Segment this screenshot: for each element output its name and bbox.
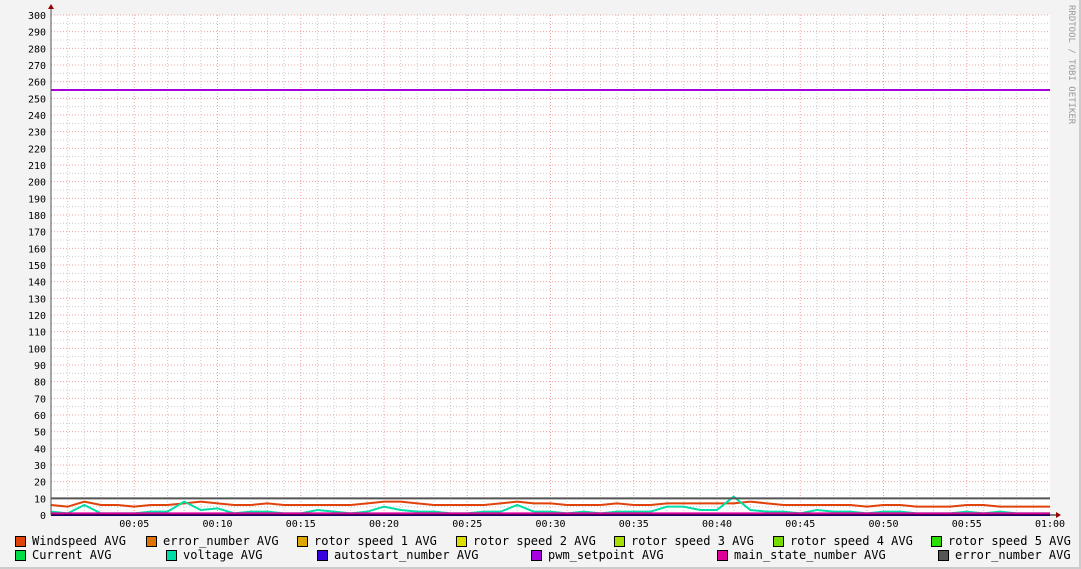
x-tick-label: 00:55 (952, 519, 982, 530)
legend-label: main_state_number AVG (734, 548, 886, 562)
y-tick-label: 110 (28, 328, 46, 339)
legend-swatch (146, 535, 157, 547)
legend-swatch (15, 535, 26, 547)
x-tick-label: 00:45 (785, 519, 815, 530)
legend-item: rotor speed 4 AVG (773, 534, 913, 548)
y-tick-label: 190 (28, 194, 46, 205)
legend-label: Windspeed AVG (32, 534, 126, 548)
legend-swatch (297, 535, 308, 547)
legend-item: rotor speed 2 AVG (456, 534, 596, 548)
legend-item: rotor speed 5 AVG (931, 534, 1071, 548)
y-tick-label: 170 (28, 228, 46, 239)
legend-label: Current AVG (32, 548, 112, 562)
y-tick-label: 300 (28, 11, 46, 22)
legend-item: voltage AVG (166, 548, 262, 562)
legend-swatch (15, 549, 26, 561)
x-tick-label: 01:00 (1035, 519, 1065, 530)
legend-swatch (166, 549, 177, 561)
legend-swatch (938, 549, 949, 561)
y-tick-label: 260 (28, 78, 46, 89)
y-tick-label: 70 (34, 394, 46, 405)
legend-item: rotor speed 1 AVG (297, 534, 437, 548)
legend-label: error_number AVG (163, 534, 279, 548)
y-tick-label: 50 (34, 428, 46, 439)
y-tick-label: 230 (28, 128, 46, 139)
x-tick-label: 00:15 (286, 519, 316, 530)
y-tick-label: 120 (28, 311, 46, 322)
x-tick-label: 00:50 (868, 519, 898, 530)
y-axis-arrow (48, 4, 54, 9)
legend-item: pwm_setpoint AVG (531, 548, 664, 562)
y-tick-label: 290 (28, 28, 46, 39)
y-tick-label: 220 (28, 144, 46, 155)
y-tick-label: 250 (28, 94, 46, 105)
y-tick-label: 140 (28, 278, 46, 289)
y-tick-label: 270 (28, 61, 46, 72)
legend-label: rotor speed 3 AVG (631, 534, 754, 548)
legend-label: error_number AVG (955, 548, 1071, 562)
legend-label: rotor speed 5 AVG (948, 534, 1071, 548)
y-tick-label: 240 (28, 111, 46, 122)
legend-item: Windspeed AVG (15, 534, 126, 548)
y-tick-label: 20 (34, 478, 46, 489)
legend-swatch (614, 535, 625, 547)
series-line-8 (50, 495, 1050, 515)
series-line-0 (50, 500, 1050, 508)
y-tick-label: 210 (28, 161, 46, 172)
legend-swatch (317, 549, 328, 561)
legend-label: pwm_setpoint AVG (548, 548, 664, 562)
legend-item: error_number AVG (146, 534, 279, 548)
x-tick-label: 00:20 (369, 519, 399, 530)
y-tick-label: 10 (34, 494, 46, 505)
legend-label: rotor speed 2 AVG (473, 534, 596, 548)
y-tick-label: 180 (28, 211, 46, 222)
y-tick-label: 80 (34, 378, 46, 389)
y-tick-label: 100 (28, 344, 46, 355)
x-tick-label: 00:10 (202, 519, 232, 530)
legend-item: autostart_number AVG (317, 548, 479, 562)
y-tick-label: 160 (28, 244, 46, 255)
x-tick-label: 00:35 (619, 519, 649, 530)
legend-item: main_state_number AVG (717, 548, 886, 562)
x-tick-label: 00:30 (535, 519, 565, 530)
y-tick-label: 60 (34, 411, 46, 422)
legend-label: rotor speed 4 AVG (790, 534, 913, 548)
x-tick-label: 00:40 (702, 519, 732, 530)
y-tick-label: 150 (28, 261, 46, 272)
y-tick-label: 30 (34, 461, 46, 472)
legend-label: voltage AVG (183, 548, 263, 562)
y-tick-label: 130 (28, 294, 46, 305)
y-tick-label: 90 (34, 361, 46, 372)
x-tick-label: 00:25 (452, 519, 482, 530)
y-tick-label: 40 (34, 444, 46, 455)
legend-item: error_number AVG (938, 548, 1071, 562)
legend-swatch (931, 535, 942, 547)
legend-item: Current AVG (15, 548, 111, 562)
y-tick-label: 280 (28, 44, 46, 55)
legend-item: rotor speed 3 AVG (614, 534, 754, 548)
watermark: RRDTOOL / TOBI OETIKER (1066, 5, 1076, 125)
legend-swatch (531, 549, 542, 561)
y-tick-label: 0 (40, 511, 46, 522)
legend-swatch (717, 549, 728, 561)
legend-swatch (456, 535, 467, 547)
y-tick-label: 200 (28, 178, 46, 189)
x-axis-arrow (1056, 512, 1061, 518)
x-tick-label: 00:05 (119, 519, 149, 530)
legend-label: rotor speed 1 AVG (314, 534, 437, 548)
legend-swatch (773, 535, 784, 547)
legend-label: autostart_number AVG (334, 548, 479, 562)
